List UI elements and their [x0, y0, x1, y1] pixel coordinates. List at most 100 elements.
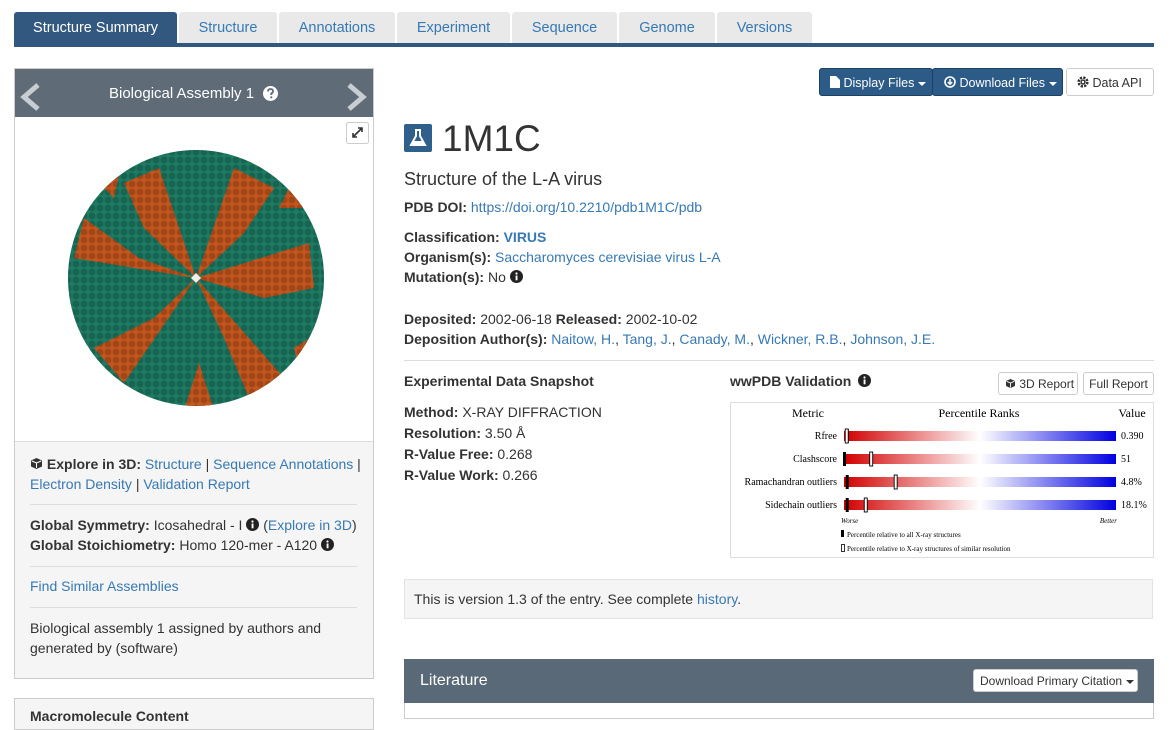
- history-link[interactable]: history: [697, 591, 738, 607]
- assembly-header: [15, 69, 373, 117]
- value: Icosahedral - I: [153, 517, 243, 533]
- label: Method:: [404, 404, 459, 420]
- full-report-button[interactable]: Full Report: [1083, 372, 1154, 395]
- label: 3D Report: [1019, 377, 1075, 391]
- better-label: Better: [1100, 517, 1117, 525]
- author-link[interactable]: Canady, M.: [679, 331, 750, 347]
- symmetry: Global Symmetry: Icosahedral - I (Explor…: [30, 515, 357, 555]
- explore-link[interactable]: Sequence Annotations: [213, 456, 354, 472]
- tab[interactable]: Annotations: [279, 12, 395, 44]
- separator: ,: [749, 331, 754, 347]
- tab-underline: [14, 43, 1154, 47]
- tab[interactable]: Genome: [619, 12, 715, 44]
- tab[interactable]: Sequence: [512, 12, 617, 44]
- text: .: [737, 591, 742, 607]
- metric-name: Ramachandran outliers: [745, 477, 838, 488]
- value: No: [487, 269, 506, 285]
- tab[interactable]: Versions: [717, 12, 812, 44]
- label: wwPDB Validation: [730, 373, 852, 389]
- info-icon[interactable]: [858, 374, 872, 387]
- validation-slider: Metric Percentile Ranks Value Worse Bett…: [730, 402, 1154, 558]
- label: Data API: [1092, 76, 1142, 90]
- label: Released:: [555, 311, 622, 327]
- value: 3.50 Å: [484, 425, 526, 441]
- percentile-bar: [844, 431, 1116, 441]
- author-link[interactable]: Wickner, R.B.: [757, 331, 843, 347]
- text: This is version 1.3 of the entry. See co…: [414, 591, 694, 607]
- prev-arrow[interactable]: [18, 82, 42, 112]
- explore-link[interactable]: Explore in 3D: [267, 517, 352, 533]
- authors: Deposition Author(s): Naitow, H., Tang, …: [404, 331, 935, 347]
- download-files-button[interactable]: Download Files: [932, 68, 1063, 96]
- entry-title: Structure of the L-A virus: [404, 169, 603, 189]
- divider: [15, 441, 373, 442]
- label: R-Value Free:: [404, 446, 494, 462]
- author-link[interactable]: Tang, J.: [622, 331, 672, 347]
- value: 2002-06-18: [480, 311, 552, 327]
- explore-link[interactable]: Validation Report: [143, 476, 250, 492]
- next-arrow[interactable]: [345, 82, 369, 112]
- version-note: This is version 1.3 of the entry. See co…: [404, 579, 1153, 619]
- label: Resolution:: [404, 425, 481, 441]
- separator: |: [357, 456, 361, 472]
- label: Global Stoichiometry:: [30, 537, 176, 553]
- explore-link[interactable]: Electron Density: [30, 476, 132, 492]
- snapshot-title: Experimental Data Snapshot: [404, 373, 594, 389]
- legend-text: Percentile relative to X-ray structures …: [847, 545, 1011, 553]
- cube-icon: [31, 458, 42, 469]
- separator: |: [205, 456, 210, 472]
- author-link[interactable]: Naitow, H.: [551, 331, 616, 347]
- explore-link[interactable]: Structure: [144, 456, 202, 472]
- header: Metric: [792, 406, 824, 420]
- tab[interactable]: Experiment: [397, 12, 510, 44]
- info-icon[interactable]: [246, 518, 260, 531]
- organism-link[interactable]: Saccharomyces cerevisiae virus L-A: [495, 249, 721, 265]
- label: PDB DOI:: [404, 199, 467, 215]
- data-api-button[interactable]: Data API: [1066, 68, 1154, 96]
- explore-line: Explore in 3D: Structure | Sequence Anno…: [30, 454, 362, 494]
- value: 0.266: [502, 467, 538, 483]
- label: Download Files: [959, 76, 1045, 90]
- 3d-report-button[interactable]: 3D Report: [998, 372, 1078, 395]
- separator: ,: [615, 331, 619, 347]
- download-icon: [944, 76, 956, 88]
- gear-icon: [1077, 76, 1089, 88]
- separator: ,: [671, 331, 676, 347]
- metric-name: Rfree: [815, 431, 838, 442]
- classification-link[interactable]: VIRUS: [503, 229, 547, 245]
- percentile-bar: [844, 500, 1116, 510]
- virus-image: [68, 150, 324, 406]
- metric-value: 18.1%: [1121, 500, 1147, 511]
- percentile-similar-marker: [844, 428, 849, 444]
- legend-text: Percentile relative to all X-ray structu…: [847, 531, 961, 539]
- value: 0.268: [497, 446, 533, 462]
- label: Display Files: [843, 76, 915, 90]
- divider: [30, 504, 357, 505]
- percentile-similar-marker: [869, 451, 874, 467]
- label: Download Primary Citation: [980, 674, 1123, 688]
- percentile-all-marker: [845, 498, 849, 512]
- percentile-all-marker: [843, 452, 846, 466]
- tab[interactable]: Structure: [179, 12, 277, 44]
- doi-link[interactable]: https://doi.org/10.2210/pdb1M1C/pdb: [470, 199, 703, 215]
- separator: ,: [842, 331, 847, 347]
- paren: ): [351, 517, 357, 533]
- find-similar-link[interactable]: Find Similar Assemblies: [30, 578, 179, 594]
- flask-icon: [404, 124, 432, 152]
- download-citation-button[interactable]: Download Primary Citation: [973, 669, 1138, 692]
- cube-icon: [1006, 379, 1015, 388]
- info-icon[interactable]: [320, 538, 334, 551]
- display-files-button[interactable]: Display Files: [819, 68, 933, 96]
- expand-button[interactable]: [346, 122, 369, 144]
- help-icon[interactable]: [263, 86, 278, 101]
- snapshot-rows: Method: X-RAY DIFFRACTION Resolution: 3.…: [404, 402, 602, 486]
- value: 2002-10-02: [625, 311, 698, 327]
- info-icon[interactable]: [509, 270, 523, 283]
- metric-name: Sidechain outliers: [765, 500, 837, 511]
- tab[interactable]: Structure Summary: [14, 12, 177, 44]
- metric-value: 0.390: [1121, 431, 1144, 442]
- paren: (: [263, 517, 268, 533]
- percentile-similar-marker: [893, 474, 898, 490]
- next-panel-title: Macromolecule Content: [30, 708, 189, 724]
- author-link[interactable]: Johnson, J.E.: [850, 331, 936, 347]
